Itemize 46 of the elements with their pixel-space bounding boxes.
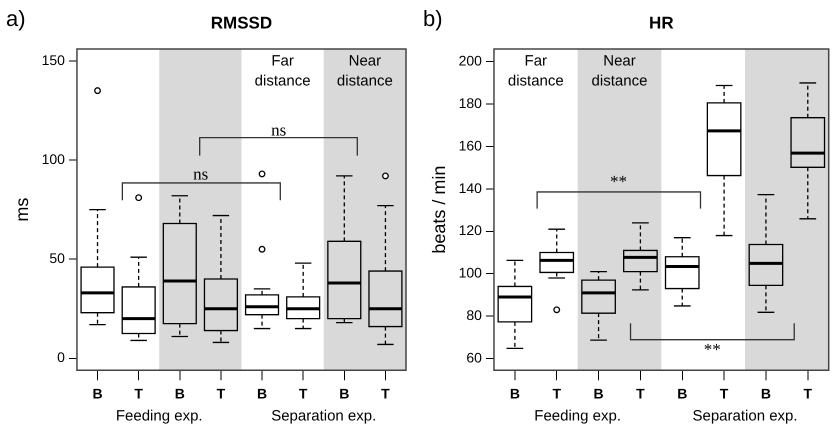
annotation: Near distance [336,52,393,90]
y-tick-label: 100 [42,150,66,167]
y-tick-label: 60 [466,349,482,366]
y-tick-label: 50 [49,250,66,266]
text: Feeding exp. [534,407,622,424]
text: Separation exp. [271,407,376,424]
annotation: Far distance [508,52,564,90]
y-tick-label: 200 [458,52,482,69]
x-tick-label: T [381,385,390,402]
y-tick-label: 100 [458,264,482,281]
text: a) [6,6,26,32]
x-tick-label: T [134,385,144,402]
x-tick-label: B [92,385,103,402]
annotation: ns [271,120,286,140]
y-tick-label: 120 [458,222,482,238]
x-tick-label: T [552,385,562,402]
y-tick-label: 180 [458,94,482,111]
text: Feeding exp. [116,407,203,424]
x-tick-label: T [720,385,729,402]
y-tick-label: 150 [42,52,66,68]
x-tick-label: T [636,385,646,402]
x-tick-label: B [339,385,350,402]
text: b) [423,6,443,32]
annotation: Near distance [592,52,648,90]
y-tick-label: 160 [458,137,482,154]
y-tick-label: 0 [57,349,66,366]
x-tick-label: B [594,385,604,402]
x-tick-label: B [510,385,520,402]
x-tick-label: B [256,385,268,402]
y-tick-label: 140 [458,180,482,196]
text: Separation exp. [692,407,798,424]
chart-title: RMSSD [210,14,272,33]
x-tick-label: T [803,385,812,402]
x-tick-label: T [298,385,308,402]
annotation: ** [610,172,627,191]
annotation: ns [193,164,208,184]
y-tick-label: 80 [466,306,482,323]
x-tick-label: T [216,385,226,402]
x-tick-label: B [677,385,688,402]
chart-title: HR [649,14,674,33]
annotation: ** [704,340,721,360]
x-tick-label: B [174,385,185,402]
x-tick-label: B [760,385,771,402]
y-axis-title: ms [12,198,32,222]
annotation: Far distance [254,52,311,90]
y-axis-title: beats / min [428,166,449,254]
